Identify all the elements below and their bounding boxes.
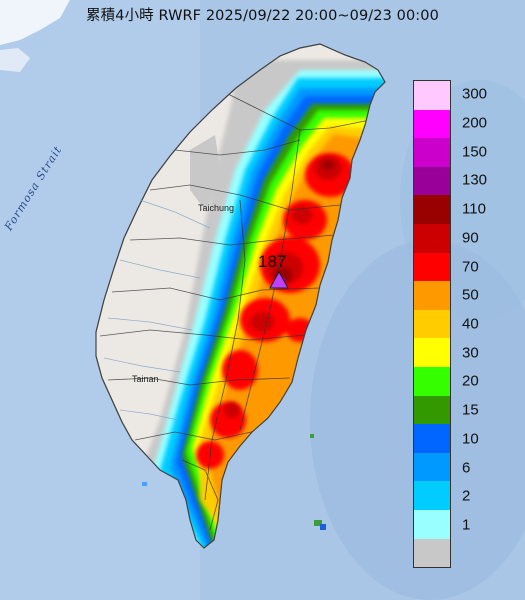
legend-swatch: [414, 338, 450, 367]
max-rainfall-value: 187: [258, 252, 287, 271]
legend-swatch: [414, 195, 450, 224]
legend-label: 110: [462, 200, 486, 218]
legend-swatch: [414, 223, 450, 253]
city-label-tainan: Tainan: [132, 374, 159, 384]
legend-label: 50: [462, 286, 479, 304]
island-lanyu: [314, 520, 322, 526]
rivers: [103, 199, 211, 421]
legend-swatch: [414, 138, 450, 167]
legend-swatch: [414, 424, 450, 453]
legend-label: 10: [462, 430, 479, 448]
legend-label: 2: [462, 487, 471, 505]
legend-swatch: [414, 81, 450, 110]
legend-label: 1: [462, 516, 471, 534]
legend-swatch: [414, 452, 450, 482]
legend-label: 90: [462, 229, 479, 247]
legend-label: 200: [462, 114, 488, 132]
legend-swatch: [414, 481, 450, 510]
legend-label: 300: [462, 85, 488, 103]
legend-label: 6: [462, 459, 471, 477]
legend-label: 20: [462, 372, 479, 390]
legend-label: 70: [462, 258, 479, 276]
legend-swatch: [414, 252, 450, 282]
city-label-taichung: Taichung: [198, 203, 235, 213]
legend-swatch: [414, 166, 450, 196]
legend-swatch: [414, 538, 450, 568]
legend-label: 15: [462, 401, 479, 419]
legend-label: 130: [462, 171, 488, 189]
legend-swatch: [414, 309, 450, 339]
legend-swatch: [414, 395, 450, 425]
legend-label: 150: [462, 143, 488, 161]
max-rainfall-marker-icon: [269, 270, 289, 289]
color-scale-legend: [413, 80, 451, 568]
legend-swatch: [414, 509, 450, 539]
legend-swatch: [414, 281, 450, 310]
map-title: 累積4小時 RWRF 2025/09/22 20:00~09/23 00:00: [86, 8, 439, 24]
legend-swatch: [414, 366, 450, 396]
legend-label: 30: [462, 344, 479, 362]
color-scale-labels: 300 200 150 130 110 90 70 50 40 30 20 15 10 6 2 1: [462, 80, 522, 568]
legend-swatch: [414, 109, 450, 139]
legend-label: 40: [462, 315, 479, 333]
